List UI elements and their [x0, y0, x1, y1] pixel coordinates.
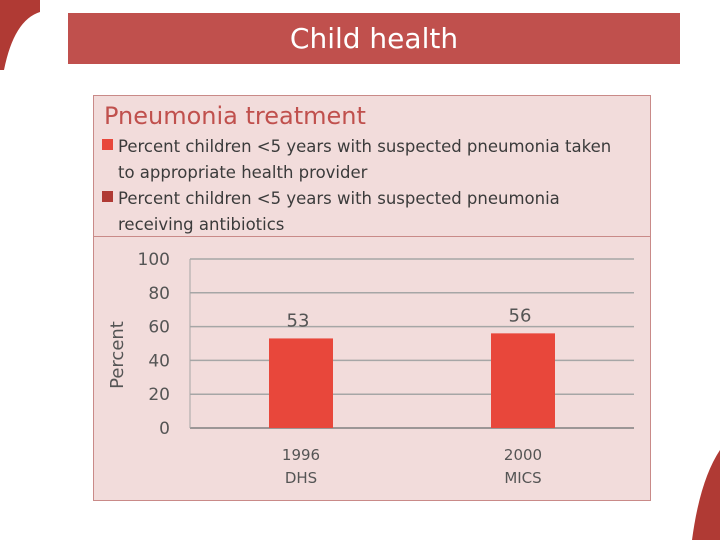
x-tick-label-year-2000: 2000 [504, 446, 542, 464]
data-label-1996: 53 [287, 310, 310, 331]
x-tick-label-source-DHS: DHS [285, 469, 317, 487]
y-tick-label-40: 40 [148, 351, 170, 371]
slide-title-banner: Child health [68, 13, 680, 64]
legend-label-provider: Percent children <5 years with suspected… [118, 137, 612, 182]
bar-1996 [269, 338, 333, 428]
legend-swatch-provider [102, 139, 113, 150]
bar-2000 [491, 333, 555, 428]
x-tick-label-year-1996: 1996 [282, 446, 320, 464]
legend-area: Pneumonia treatment Percent children <5 … [94, 96, 650, 237]
legend-swatch-antibiotics [102, 191, 113, 202]
chart-panel: Pneumonia treatment Percent children <5 … [93, 95, 651, 501]
slide-title: Child health [289, 22, 459, 55]
legend-label-antibiotics: Percent children <5 years with suspected… [118, 189, 560, 234]
y-tick-label-80: 80 [148, 284, 170, 304]
y-tick-label-100: 100 [138, 250, 170, 270]
y-tick-label-20: 20 [148, 385, 170, 405]
y-tick-label-60: 60 [148, 318, 170, 338]
y-tick-label-0: 0 [159, 419, 170, 439]
bar-chart: 0 20 40 60 80 100 53 1996 DHS 56 2000 MICS [138, 250, 634, 487]
chart-title: Pneumonia treatment [104, 102, 366, 130]
x-tick-label-source-MICS: MICS [504, 469, 541, 487]
corner-decoration-bottom-right [692, 450, 720, 540]
corner-decoration-top-left [0, 0, 40, 70]
data-label-2000: 56 [509, 305, 532, 326]
